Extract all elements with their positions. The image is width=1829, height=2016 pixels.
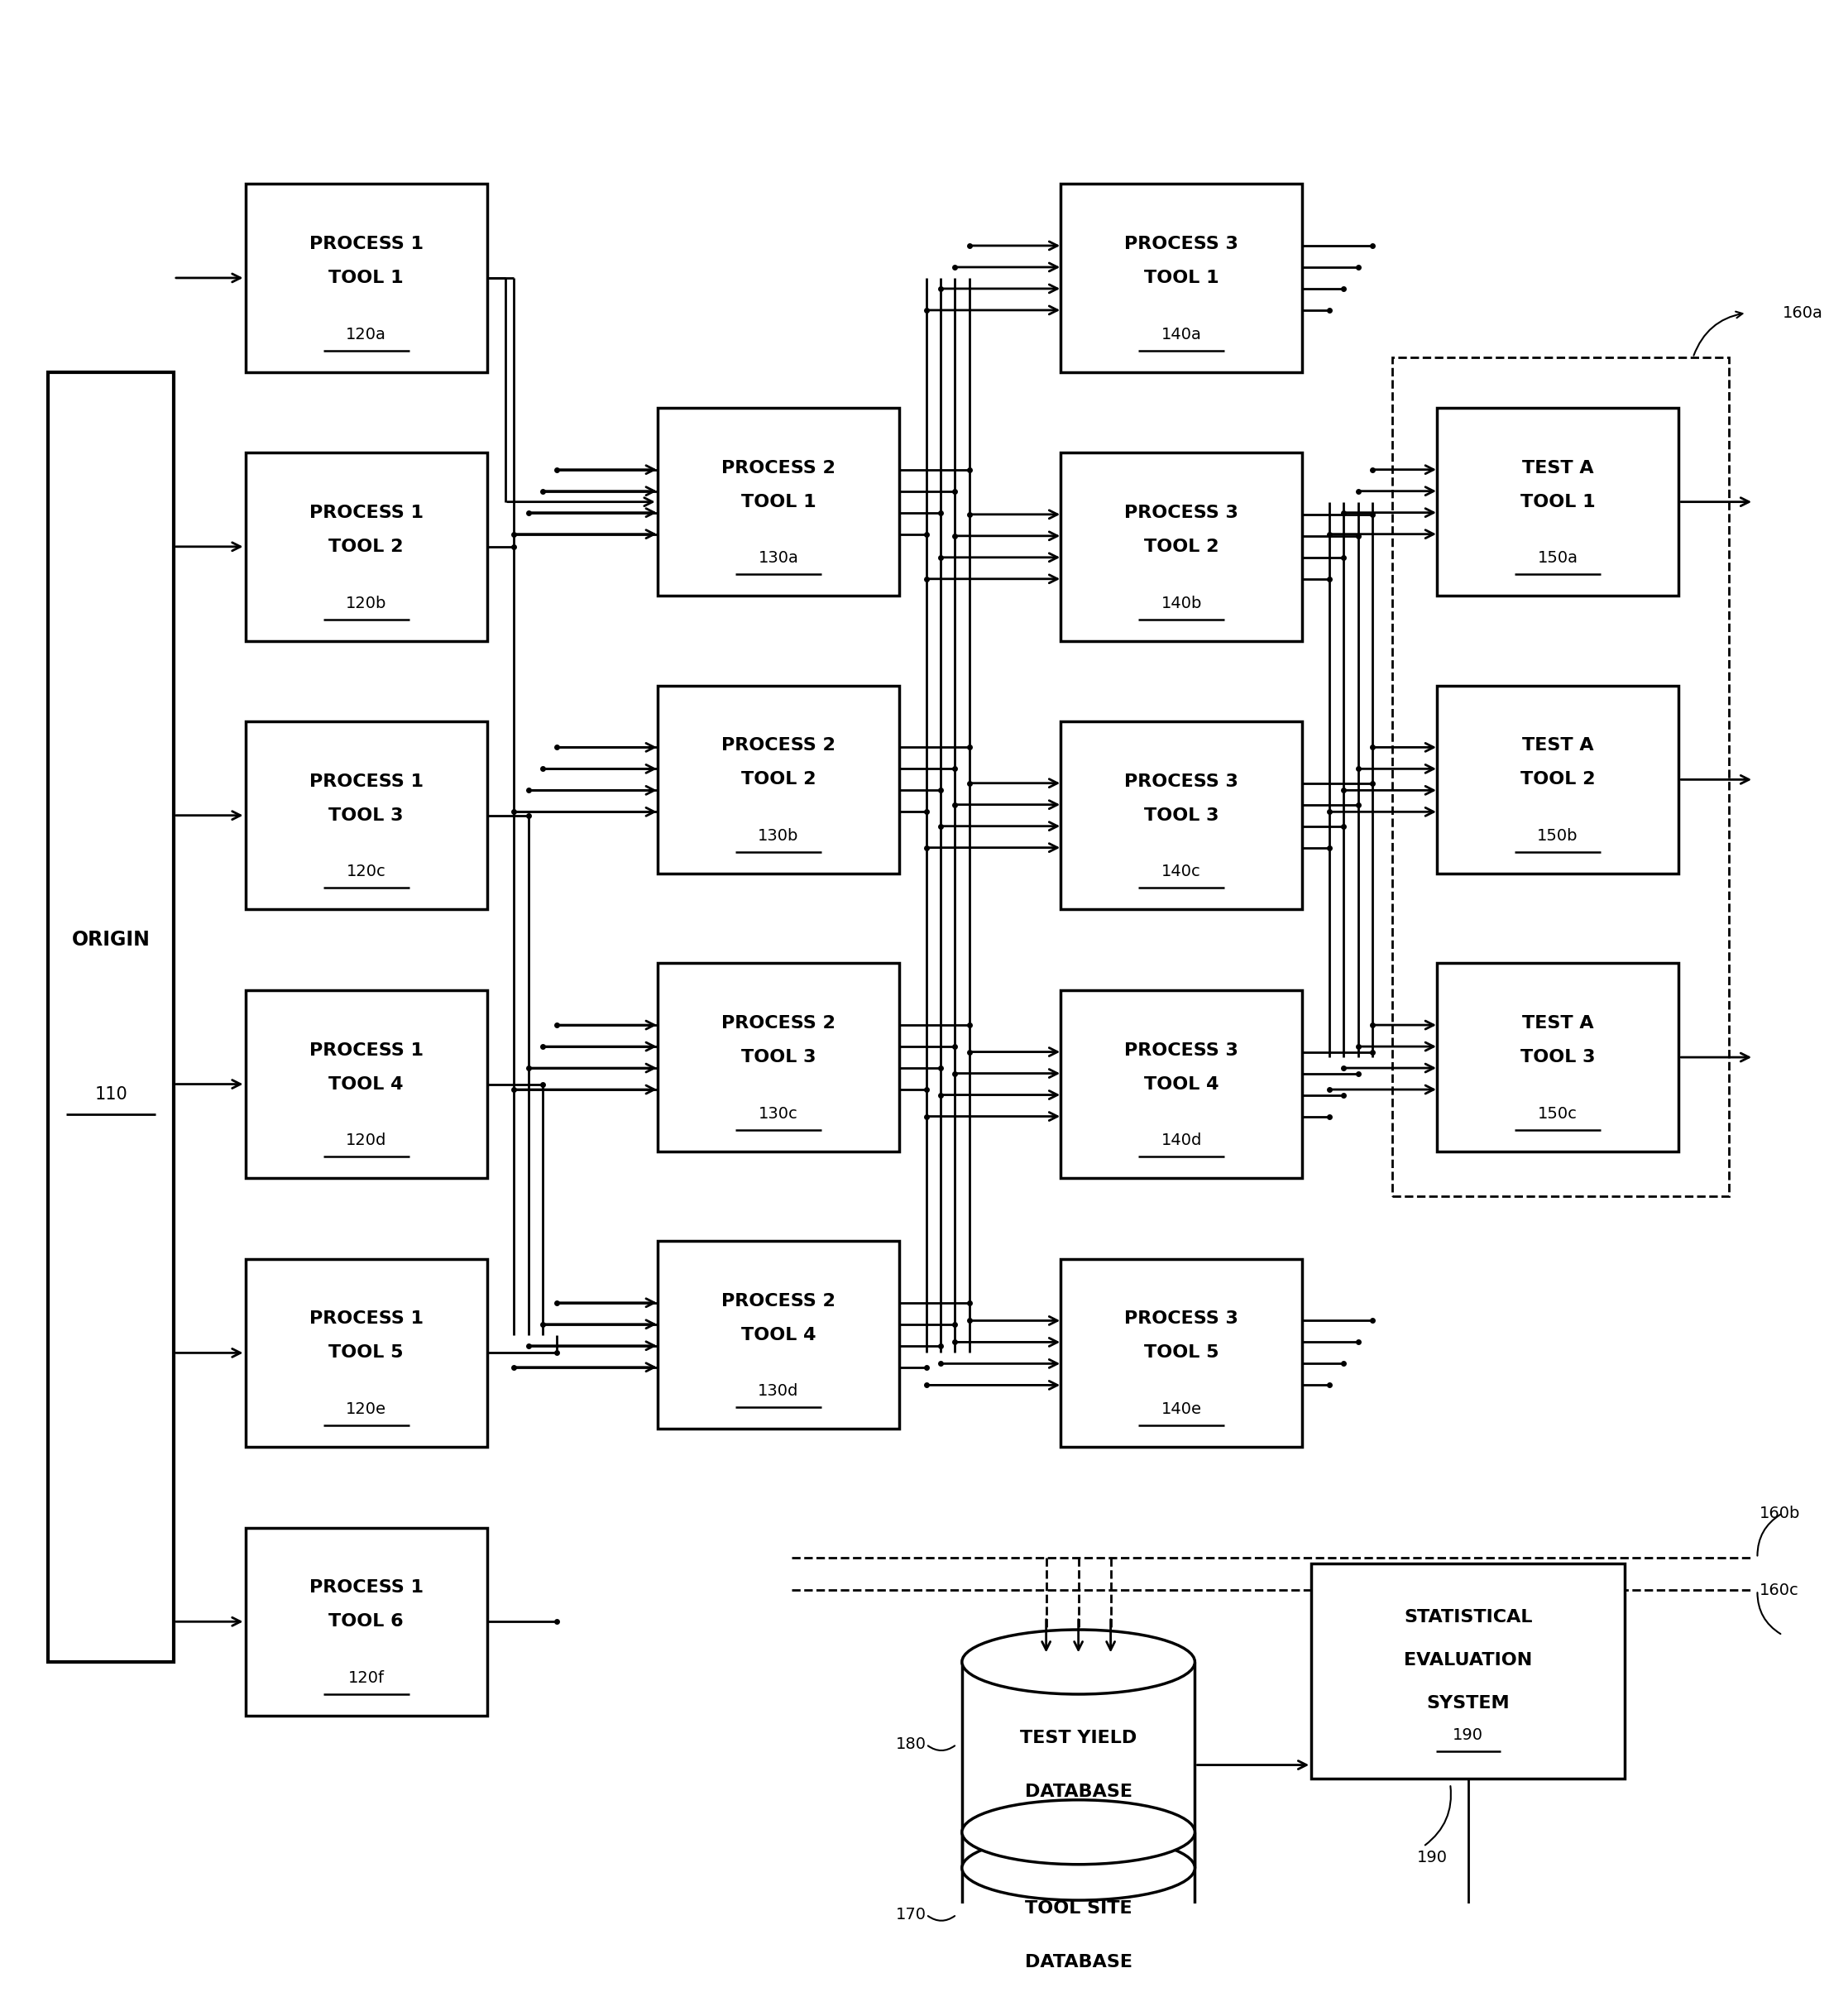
Bar [245,183,487,373]
Text: 190: 190 [1417,1851,1447,1865]
Text: TEST A: TEST A [1522,460,1593,476]
Text: TOOL 3: TOOL 3 [329,806,404,825]
Text: TOOL 1: TOOL 1 [1520,494,1595,510]
Bar [1438,407,1679,597]
Text: PROCESS 1: PROCESS 1 [309,774,422,790]
Text: 130d: 130d [757,1383,799,1399]
Text: TOOL 3: TOOL 3 [1143,806,1218,825]
Bar [1061,1258,1302,1447]
Bar [657,964,900,1151]
Bar [1061,183,1302,373]
Bar [1061,452,1302,641]
Text: 120b: 120b [346,595,386,611]
Text: 130c: 130c [759,1107,797,1121]
Text: PROCESS 3: PROCESS 3 [1125,1310,1238,1327]
Text: TOOL 4: TOOL 4 [329,1077,404,1093]
Text: PROCESS 2: PROCESS 2 [721,1292,836,1308]
Text: 130a: 130a [757,550,799,566]
Text: 120c: 120c [346,865,386,879]
Text: PROCESS 1: PROCESS 1 [309,236,422,252]
Text: PROCESS 2: PROCESS 2 [721,1016,836,1032]
Text: TOOL 2: TOOL 2 [1143,538,1218,554]
Text: TOOL 1: TOOL 1 [1143,270,1218,286]
Text: 120e: 120e [346,1401,386,1417]
Ellipse shape [962,2006,1194,2016]
Bar [245,452,487,641]
Text: TOOL 5: TOOL 5 [1143,1345,1218,1361]
Text: 120f: 120f [348,1669,384,1685]
Text: 130b: 130b [757,829,799,845]
Bar [1311,1564,1624,1778]
Bar [1392,357,1728,1195]
Text: 120a: 120a [346,327,386,343]
Bar [1061,990,1302,1177]
Text: PROCESS 2: PROCESS 2 [721,460,836,476]
Text: 160a: 160a [1783,304,1824,321]
Bar [48,373,174,1661]
Text: 140b: 140b [1161,595,1202,611]
Text: 180: 180 [896,1736,925,1752]
Bar [245,990,487,1177]
Ellipse shape [962,1837,1194,1901]
Bar [657,1242,900,1429]
Text: STATISTICAL: STATISTICAL [1405,1609,1533,1625]
Text: PROCESS 3: PROCESS 3 [1125,504,1238,520]
Text: TOOL 3: TOOL 3 [1520,1048,1595,1066]
Text: 150c: 150c [1538,1107,1577,1121]
Text: DATABASE: DATABASE [1024,1784,1132,1800]
Text: 140a: 140a [1161,327,1202,343]
Bar [657,685,900,873]
Text: TOOL 1: TOOL 1 [741,494,816,510]
Bar [245,722,487,909]
Text: 160b: 160b [1759,1506,1800,1522]
Ellipse shape [962,1800,1194,1865]
Text: PROCESS 1: PROCESS 1 [309,1310,422,1327]
Text: ORIGIN: ORIGIN [71,929,150,950]
Text: TOOL 6: TOOL 6 [329,1613,404,1629]
Text: TOOL 3: TOOL 3 [741,1048,816,1066]
Text: TEST A: TEST A [1522,738,1593,754]
Text: 190: 190 [1452,1728,1483,1744]
Text: TOOL 4: TOOL 4 [741,1327,816,1343]
Bar [245,1528,487,1716]
Text: TOOL 5: TOOL 5 [329,1345,404,1361]
Bar [1438,964,1679,1151]
Text: 110: 110 [95,1087,128,1103]
Text: TOOL 1: TOOL 1 [329,270,404,286]
Text: TEST A: TEST A [1522,1016,1593,1032]
Text: PROCESS 3: PROCESS 3 [1125,774,1238,790]
Text: PROCESS 1: PROCESS 1 [309,1579,422,1597]
Bar [1061,722,1302,909]
Text: TOOL 4: TOOL 4 [1143,1077,1218,1093]
Text: 160c: 160c [1759,1583,1798,1599]
Text: EVALUATION: EVALUATION [1405,1651,1533,1669]
Bar [1438,685,1679,873]
Text: 120d: 120d [346,1133,386,1149]
Text: SYSTEM: SYSTEM [1427,1695,1509,1712]
Text: 150a: 150a [1538,550,1578,566]
Text: PROCESS 1: PROCESS 1 [309,504,422,520]
Text: PROCESS 3: PROCESS 3 [1125,1042,1238,1058]
Text: TOOL 2: TOOL 2 [1520,772,1595,788]
Bar [245,1258,487,1447]
Text: 140c: 140c [1161,865,1202,879]
Text: PROCESS 1: PROCESS 1 [309,1042,422,1058]
Text: 150b: 150b [1536,829,1578,845]
Text: TOOL 2: TOOL 2 [741,772,816,788]
Text: TOOL 2: TOOL 2 [329,538,404,554]
Text: TOOL SITE: TOOL SITE [1024,1899,1132,1917]
Text: PROCESS 2: PROCESS 2 [721,738,836,754]
Ellipse shape [962,1629,1194,1693]
Text: TEST YIELD: TEST YIELD [1021,1730,1138,1746]
Text: 140e: 140e [1161,1401,1202,1417]
Text: PROCESS 3: PROCESS 3 [1125,236,1238,252]
Text: DATABASE: DATABASE [1024,1954,1132,1970]
Text: 170: 170 [896,1907,925,1923]
Bar [657,407,900,597]
Text: 140d: 140d [1161,1133,1202,1149]
